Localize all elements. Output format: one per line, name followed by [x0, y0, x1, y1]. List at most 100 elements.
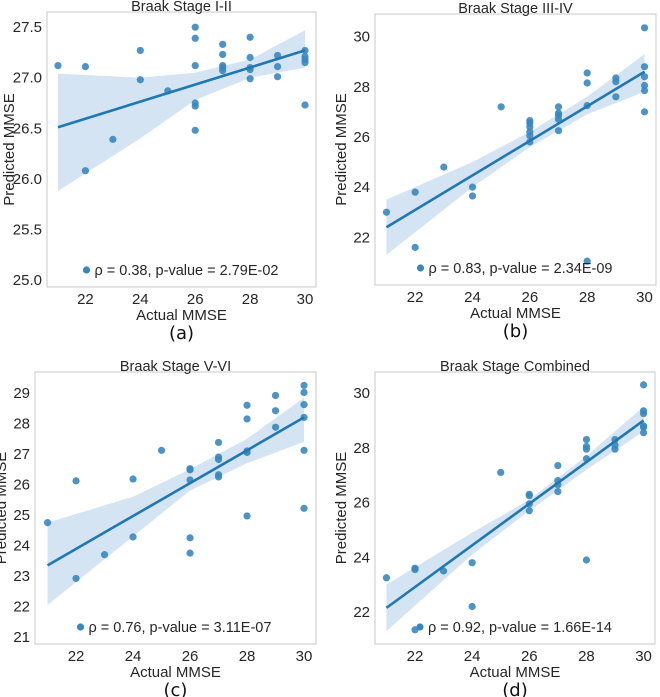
legend-marker [82, 266, 91, 274]
data-point [583, 79, 591, 87]
subplot-caption: (b) [503, 321, 528, 342]
data-point [640, 108, 649, 116]
data-point [468, 192, 477, 200]
x-tick-label: 30 [297, 291, 314, 308]
data-point [300, 504, 308, 512]
y-tick-label: 28 [353, 440, 370, 457]
data-point [157, 446, 166, 454]
data-point [300, 401, 308, 409]
y-tick-label: 25.5 [13, 221, 42, 238]
data-point [525, 507, 533, 515]
data-point [191, 126, 199, 134]
y-tick-label: 26 [13, 477, 30, 494]
data-point [191, 102, 199, 110]
x-axis-label: Actual MMSE [136, 307, 227, 324]
x-tick-label: 26 [182, 648, 199, 665]
data-point [300, 446, 308, 454]
x-tick-label: 30 [636, 289, 653, 306]
x-tick-label: 24 [132, 291, 149, 308]
chart-title: Braak Stage III-IV [458, 1, 573, 17]
x-tick-label: 22 [68, 648, 85, 665]
data-point [526, 123, 534, 131]
x-axis-label: Actual MMSE [130, 664, 221, 681]
data-point [81, 167, 90, 175]
subplot-b: 22 24 26 28 30 22 24 26 28 30 Braak Stage III-IV Ac… [333, 1, 657, 342]
data-point [554, 127, 563, 135]
data-point [273, 73, 282, 81]
y-tick-label: 28 [13, 416, 30, 433]
regression-line [46, 416, 305, 567]
data-point [72, 574, 80, 583]
y-tick-label: 26 [353, 129, 370, 146]
data-point [382, 208, 391, 216]
y-tick-label: 23 [13, 568, 30, 585]
data-point [554, 487, 562, 496]
legend-text: ρ = 0.83, p-value = 2.34E-09 [429, 261, 613, 277]
data-point [640, 86, 649, 95]
x-tick-label: 26 [521, 648, 538, 665]
x-tick-label: 28 [578, 648, 595, 665]
data-point [582, 435, 591, 444]
data-point [219, 67, 227, 75]
data-point [214, 455, 223, 464]
plot-frame [374, 371, 656, 645]
subplot-caption: (c) [164, 680, 188, 697]
subplot-caption: (d) [502, 680, 527, 697]
y-tick-label: 26.5 [13, 120, 42, 137]
data-point [191, 34, 199, 42]
regression-line [385, 419, 645, 609]
y-axis-label: Predicted MMSE [333, 452, 350, 565]
y-tick-label: 22 [13, 598, 30, 615]
data-point [639, 423, 648, 431]
legend-text: ρ = 0.76, p-value = 3.11E-07 [89, 620, 272, 636]
data-point [129, 475, 137, 483]
data-point [300, 381, 308, 390]
x-tick-label: 30 [296, 648, 313, 665]
data-point [639, 429, 648, 437]
y-tick-label: 29 [13, 385, 30, 402]
data-point [639, 409, 648, 418]
data-point [72, 477, 80, 485]
y-axis-label: Predicted MMSE [1, 93, 18, 206]
data-point [219, 40, 227, 48]
y-tick-label: 26.0 [13, 171, 42, 188]
y-tick-label: 22 [353, 229, 370, 246]
confidence-band [386, 54, 645, 255]
legend-marker [416, 623, 424, 631]
data-point [497, 103, 505, 111]
data-point [301, 101, 309, 109]
x-tick-label: 24 [464, 289, 481, 306]
data-point [109, 135, 117, 143]
data-point [301, 58, 309, 67]
data-point [273, 62, 282, 71]
y-tick-label: 25 [13, 507, 30, 524]
subplot-a: 22 24 26 28 30 25.0 25.5 26.0 26.5 27.0 27.5 Braak … [1, 0, 317, 344]
confidence-band [57, 30, 306, 191]
data-point [191, 61, 199, 70]
y-tick-label: 27.0 [13, 70, 42, 87]
confidence-band [386, 406, 644, 632]
x-tick-label: 24 [125, 648, 142, 665]
y-tick-label: 27 [13, 446, 30, 463]
legend-marker [416, 264, 425, 272]
y-axis-label: Predicted MMSE [0, 452, 10, 565]
data-point [271, 391, 280, 400]
data-point [583, 69, 591, 77]
data-point [411, 243, 419, 251]
subplot-c: 22 24 26 28 30 21 22 23 24 25 26 27 28 29 Braak Stage … [0, 359, 317, 697]
x-tick-label: 30 [635, 648, 652, 665]
data-point [640, 24, 649, 32]
y-tick-label: 24 [13, 538, 30, 555]
data-point [271, 407, 280, 415]
legend-marker [76, 623, 85, 631]
x-tick-label: 22 [77, 291, 94, 308]
data-point [640, 73, 649, 81]
data-point [582, 556, 591, 564]
x-tick-label: 22 [407, 648, 424, 665]
data-point [186, 466, 194, 474]
confidence-band [47, 397, 305, 605]
x-tick-label: 28 [239, 648, 256, 665]
data-point [186, 549, 194, 557]
data-point [468, 559, 476, 567]
y-tick-label: 24 [353, 549, 370, 566]
